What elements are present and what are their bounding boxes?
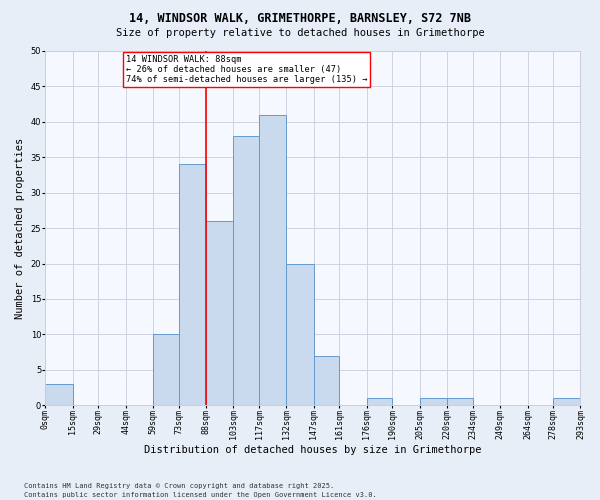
Text: 14, WINDSOR WALK, GRIMETHORPE, BARNSLEY, S72 7NB: 14, WINDSOR WALK, GRIMETHORPE, BARNSLEY,… <box>129 12 471 26</box>
X-axis label: Distribution of detached houses by size in Grimethorpe: Distribution of detached houses by size … <box>144 445 482 455</box>
Bar <box>46 384 73 406</box>
Bar <box>259 115 286 406</box>
Bar <box>153 334 179 406</box>
Bar <box>206 221 233 406</box>
Text: Contains public sector information licensed under the Open Government Licence v3: Contains public sector information licen… <box>24 492 377 498</box>
Bar <box>420 398 447 406</box>
Y-axis label: Number of detached properties: Number of detached properties <box>15 138 25 319</box>
Bar <box>367 398 392 406</box>
Text: Size of property relative to detached houses in Grimethorpe: Size of property relative to detached ho… <box>116 28 484 38</box>
Text: Contains HM Land Registry data © Crown copyright and database right 2025.: Contains HM Land Registry data © Crown c… <box>24 483 334 489</box>
Bar <box>447 398 473 406</box>
Bar <box>233 136 259 406</box>
Bar <box>286 264 314 406</box>
Text: 14 WINDSOR WALK: 88sqm
← 26% of detached houses are smaller (47)
74% of semi-det: 14 WINDSOR WALK: 88sqm ← 26% of detached… <box>126 54 367 84</box>
Bar <box>314 356 340 406</box>
Bar <box>179 164 206 406</box>
Bar <box>553 398 580 406</box>
